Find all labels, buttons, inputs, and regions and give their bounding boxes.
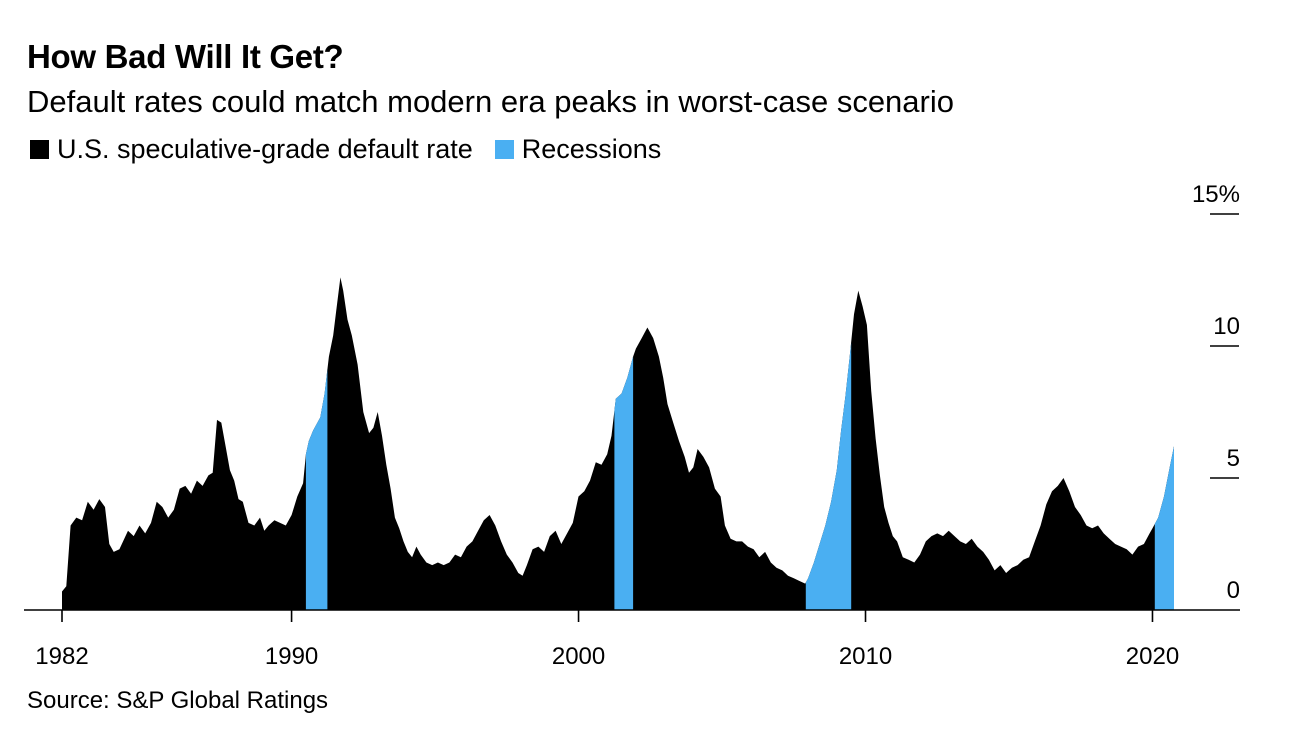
y-tick-label-10: 10 bbox=[1213, 313, 1240, 340]
legend-swatch-recessions bbox=[494, 140, 514, 159]
recession-band-1 bbox=[305, 368, 328, 610]
y-tick-label-5: 5 bbox=[1227, 445, 1240, 472]
legend-item-recessions: Recessions bbox=[494, 134, 662, 165]
x-tick-label-2010: 2010 bbox=[839, 643, 892, 670]
legend-label-default-rate: U.S. speculative-grade default rate bbox=[57, 134, 473, 164]
chart-subtitle: Default rates could match modern era pea… bbox=[27, 84, 954, 119]
recession-band-3 bbox=[805, 342, 852, 610]
recession-layer bbox=[305, 342, 1174, 610]
recession-band-2 bbox=[614, 356, 634, 610]
x-tick-label-2000: 2000 bbox=[552, 643, 605, 670]
legend-label-recessions: Recessions bbox=[521, 134, 662, 164]
y-tick-label-15: 15% bbox=[1192, 181, 1240, 208]
x-tick-label-1990: 1990 bbox=[265, 643, 318, 670]
x-tick-label-1982: 1982 bbox=[35, 643, 88, 670]
y-tick-label-0: 0 bbox=[1227, 577, 1240, 604]
recession-band-4 bbox=[1154, 446, 1174, 610]
x-tick-label-2020: 2020 bbox=[1126, 643, 1179, 670]
axis-layer: 1982 1990 2000 2010 2020 0 5 10 15% bbox=[24, 181, 1240, 670]
chart-title: How Bad Will It Get? bbox=[27, 38, 344, 75]
legend-swatch-default-rate bbox=[30, 140, 49, 159]
legend-item-default-rate: U.S. speculative-grade default rate bbox=[30, 134, 473, 165]
source-note: Source: S&P Global Ratings bbox=[27, 687, 329, 714]
chart-legend: U.S. speculative-grade default rate Rece… bbox=[30, 134, 683, 165]
